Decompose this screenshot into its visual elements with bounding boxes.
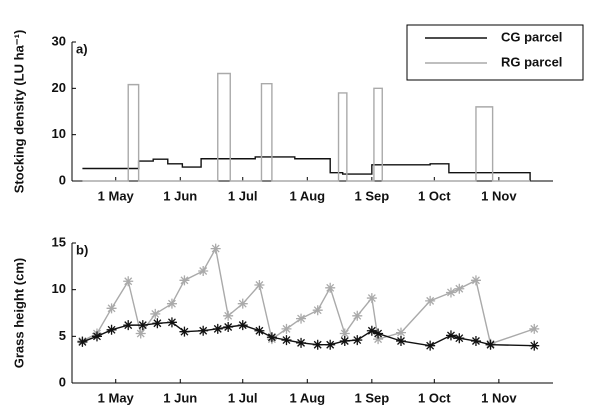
marker (373, 334, 384, 345)
x-tick-label: 1 Oct (418, 188, 451, 203)
x-tick-label: 1 Nov (481, 188, 517, 203)
marker (470, 275, 481, 286)
series-line (82, 246, 535, 345)
y-tick-label: 20 (52, 80, 66, 95)
y-axis-label: Grass height (cm) (11, 258, 26, 369)
marker (395, 336, 406, 346)
marker (325, 282, 336, 293)
marker (152, 318, 163, 329)
x-tick-label: 1 Nov (481, 390, 517, 405)
marker (296, 337, 307, 348)
marker (106, 303, 117, 314)
marker (91, 331, 102, 342)
marker (470, 336, 481, 346)
marker (529, 323, 540, 334)
marker (166, 298, 177, 309)
marker (179, 275, 190, 286)
x-tick-label: 1 Aug (289, 188, 325, 203)
marker (454, 283, 465, 294)
marker (296, 313, 307, 324)
marker (212, 323, 223, 334)
marker (366, 325, 377, 336)
marker (339, 328, 350, 339)
marker (425, 340, 436, 351)
x-tick-label: 1 Oct (418, 390, 451, 405)
marker (137, 320, 148, 331)
x-tick-label: 1 May (98, 188, 135, 203)
marker (254, 325, 265, 336)
marker (373, 328, 384, 339)
marker (237, 298, 248, 309)
y-axis-label: Stocking density (LU ha⁻¹) (11, 30, 26, 194)
panel-label: b) (76, 242, 88, 257)
series-line (82, 72, 531, 182)
marker (325, 339, 336, 350)
marker (266, 332, 277, 343)
marker (529, 340, 540, 351)
marker (123, 276, 134, 287)
marker (223, 310, 234, 321)
x-tick-label: 1 Jul (228, 188, 258, 203)
marker (366, 293, 377, 304)
marker (254, 280, 265, 290)
marker (445, 287, 456, 298)
legend-label: CG parcel (501, 29, 562, 44)
marker (352, 335, 363, 346)
y-tick-label: 0 (59, 374, 66, 389)
series-line (82, 156, 531, 181)
marker (312, 305, 323, 316)
x-tick-label: 1 Aug (289, 390, 325, 405)
y-tick-label: 10 (52, 126, 66, 141)
marker (339, 336, 350, 346)
legend-box (406, 24, 584, 81)
marker (485, 339, 496, 350)
marker (237, 320, 248, 331)
series-line (82, 321, 535, 347)
marker (123, 320, 134, 331)
marker (210, 243, 221, 254)
marker (179, 326, 190, 337)
marker (395, 327, 406, 338)
legend-label: RG parcel (501, 54, 562, 69)
marker (198, 325, 209, 336)
marker (352, 310, 363, 321)
marker (312, 339, 323, 350)
x-tick-label: 1 Jun (163, 390, 197, 405)
marker (454, 333, 465, 344)
marker (281, 335, 292, 346)
y-tick-label: 30 (52, 33, 66, 48)
marker (135, 328, 146, 339)
marker (445, 330, 456, 341)
marker (198, 266, 209, 276)
panel-label: a) (76, 41, 88, 56)
x-tick-label: 1 Sep (355, 390, 390, 405)
y-tick-label: 5 (59, 328, 66, 343)
y-tick-label: 10 (52, 281, 66, 296)
marker (77, 336, 88, 347)
marker (281, 323, 292, 334)
marker (166, 317, 177, 328)
x-tick-label: 1 Sep (355, 188, 390, 203)
x-tick-label: 1 Jul (228, 390, 258, 405)
marker (150, 308, 161, 319)
x-tick-label: 1 Jun (163, 188, 197, 203)
y-tick-label: 0 (59, 172, 66, 187)
marker (223, 322, 234, 332)
marker (106, 324, 117, 335)
y-tick-label: 15 (52, 234, 66, 249)
marker (425, 295, 436, 306)
x-tick-label: 1 May (98, 390, 135, 405)
